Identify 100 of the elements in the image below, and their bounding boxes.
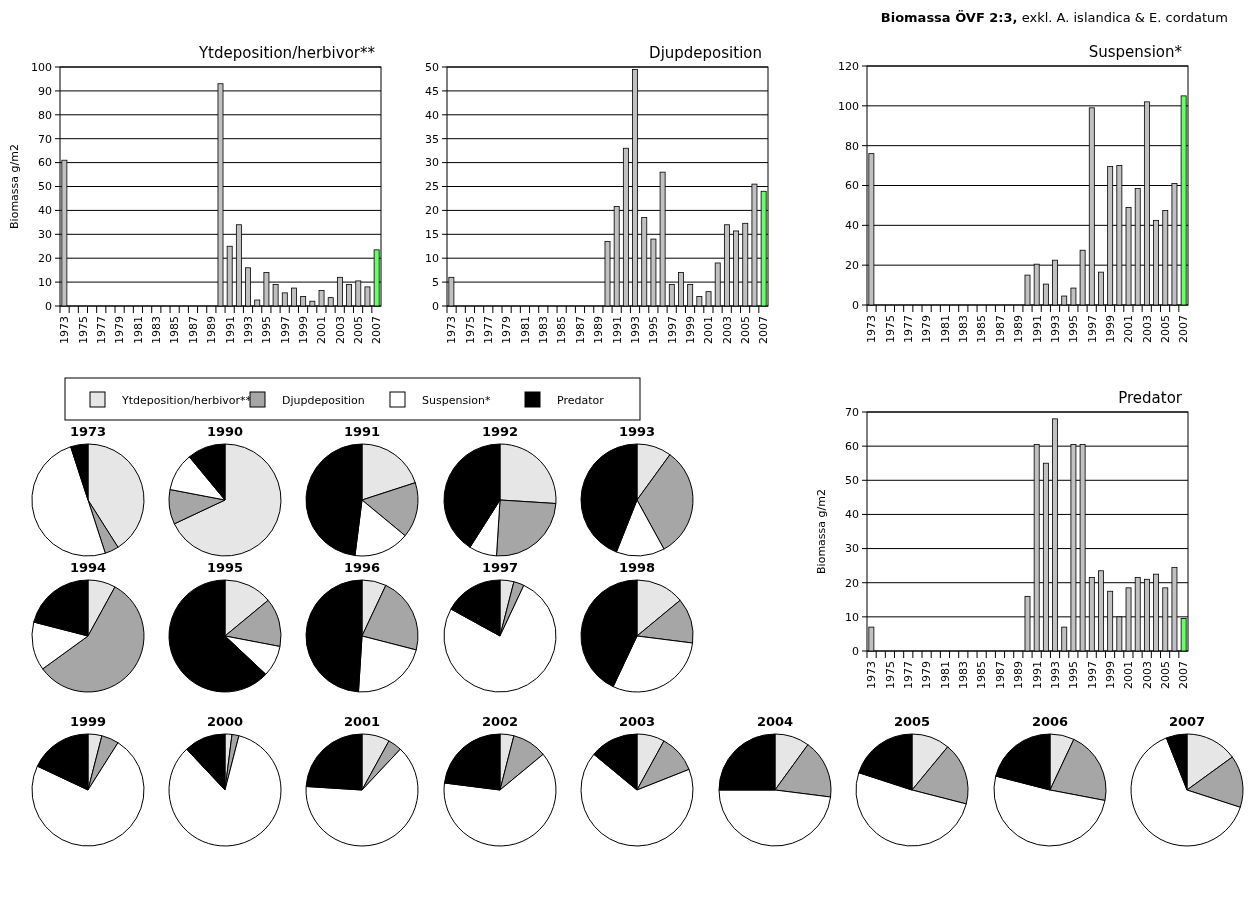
- y-tick-label: 0: [432, 299, 439, 313]
- chart-title: 1998: [618, 560, 656, 575]
- x-tick-label: 1987: [993, 315, 1007, 343]
- y-tick-label: 40: [425, 108, 439, 122]
- chart-title: 2007: [1168, 714, 1206, 729]
- chart-title: 2004: [756, 714, 794, 729]
- x-tick-label: 1983: [957, 315, 971, 343]
- x-tick-label: 1985: [168, 316, 182, 344]
- pie-slice: [168, 735, 282, 847]
- chart-title: Suspension*: [1088, 43, 1183, 61]
- chart-title: 1997: [481, 560, 519, 575]
- y-tick-label: 60: [845, 439, 859, 453]
- x-tick-label: 1975: [463, 316, 477, 344]
- chart-title: 1992: [481, 424, 519, 439]
- chart-title: 2006: [1031, 714, 1069, 729]
- chart-title: 1993: [618, 424, 656, 439]
- x-tick-label: 1991: [610, 316, 624, 344]
- x-tick-label: 1985: [555, 316, 569, 344]
- x-tick-label: 1975: [883, 661, 897, 689]
- chart-title: 2005: [893, 714, 931, 729]
- x-tick-label: 1995: [647, 316, 661, 344]
- x-tick-label: 1983: [150, 316, 164, 344]
- chart-title: 1990: [206, 424, 244, 439]
- x-tick-label: 1993: [628, 316, 642, 344]
- x-tick-label: 1979: [500, 316, 514, 344]
- x-tick-label: 2001: [1122, 315, 1136, 343]
- chart-title: Predator: [1118, 389, 1183, 407]
- y-tick-label: 80: [845, 139, 859, 153]
- y-tick-label: 45: [425, 84, 439, 98]
- x-tick-label: 1985: [975, 315, 989, 343]
- x-tick-label: 1993: [241, 316, 255, 344]
- x-tick-label: 1977: [481, 316, 495, 344]
- y-tick-label: 20: [425, 204, 439, 218]
- y-tick-label: 100: [838, 99, 859, 113]
- x-tick-label: 1979: [920, 315, 934, 343]
- y-tick-label: 10: [425, 252, 439, 266]
- x-tick-label: 1999: [1104, 661, 1118, 689]
- x-tick-label: 1989: [592, 316, 606, 344]
- x-tick-label: 1993: [1048, 315, 1062, 343]
- x-tick-label: 1979: [920, 661, 934, 689]
- x-tick-label: 1987: [573, 316, 587, 344]
- y-tick-label: 25: [425, 180, 439, 194]
- chart-title: Djupdeposition: [649, 44, 762, 62]
- y-tick-label: 5: [432, 275, 439, 289]
- x-tick-label: 1997: [278, 316, 292, 344]
- x-tick-label: 1995: [1067, 315, 1081, 343]
- x-tick-label: 1977: [94, 316, 108, 344]
- y-tick-label: 50: [38, 180, 52, 194]
- y-tick-label: 40: [38, 204, 52, 218]
- x-tick-label: 1999: [684, 316, 698, 344]
- x-tick-label: 2005: [739, 316, 753, 344]
- y-tick-label: 20: [845, 576, 859, 590]
- text: exkl. A. islandica & E. cordatum: [1017, 10, 1228, 25]
- legend-label: Ytdeposition/herbivor**: [121, 393, 252, 407]
- x-tick-label: 1995: [1067, 661, 1081, 689]
- y-tick-label: 40: [845, 219, 859, 233]
- y-tick-label: 100: [31, 60, 52, 74]
- chart-title: 2001: [343, 714, 381, 729]
- x-tick-label: 1981: [131, 316, 145, 344]
- y-tick-label: 50: [845, 474, 859, 488]
- x-tick-label: 1977: [901, 315, 915, 343]
- y-tick-label: 20: [845, 259, 859, 273]
- x-tick-label: 2005: [352, 316, 366, 344]
- x-tick-label: 1993: [1048, 661, 1062, 689]
- y-tick-label: 80: [38, 108, 52, 122]
- x-tick-label: 2007: [757, 316, 771, 344]
- legend-label: Predator: [557, 393, 605, 407]
- x-tick-label: 1973: [58, 316, 72, 344]
- x-tick-label: 1979: [113, 316, 127, 344]
- y-tick-label: 70: [38, 132, 52, 146]
- chart-title: 1999: [69, 714, 107, 729]
- x-tick-label: 1983: [957, 661, 971, 689]
- x-tick-label: 1989: [1012, 661, 1026, 689]
- chart-title: 1994: [69, 560, 107, 575]
- x-tick-label: 2007: [1177, 661, 1191, 689]
- chart-title: 2000: [206, 714, 244, 729]
- x-tick-label: 1981: [938, 661, 952, 689]
- x-tick-label: 2003: [333, 316, 347, 344]
- x-tick-label: 2001: [702, 316, 716, 344]
- y-tick-label: 0: [852, 644, 859, 658]
- y-tick-label: 0: [45, 299, 52, 313]
- x-tick-label: 1999: [1104, 315, 1118, 343]
- y-axis-title: Biomassa g/m2: [8, 144, 21, 229]
- chart-title: 1996: [343, 560, 381, 575]
- text: Biomassa ÖVF 2:3,: [880, 10, 1018, 25]
- y-tick-label: 70: [845, 405, 859, 419]
- x-tick-label: 1999: [297, 316, 311, 344]
- x-tick-label: 2007: [370, 316, 384, 344]
- x-tick-label: 2003: [1140, 315, 1154, 343]
- legend-label: Suspension*: [422, 393, 491, 407]
- y-tick-label: 10: [845, 610, 859, 624]
- y-tick-label: 60: [38, 156, 52, 170]
- x-tick-label: 1983: [537, 316, 551, 344]
- legend-label: Djupdeposition: [282, 393, 365, 407]
- x-tick-label: 2001: [315, 316, 329, 344]
- y-tick-label: 30: [845, 542, 859, 556]
- y-tick-label: 60: [845, 179, 859, 193]
- x-tick-label: 1973: [445, 316, 459, 344]
- x-tick-label: 2001: [1122, 661, 1136, 689]
- y-tick-label: 10: [38, 275, 52, 289]
